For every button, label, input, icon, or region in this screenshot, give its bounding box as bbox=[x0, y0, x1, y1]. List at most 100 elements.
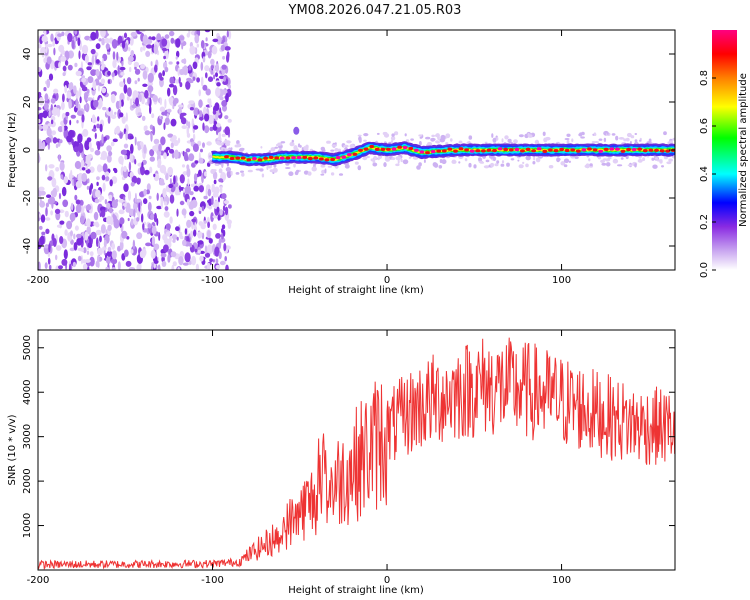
noise-blob bbox=[110, 93, 116, 104]
noise-blob bbox=[108, 194, 113, 200]
noise-blob bbox=[221, 228, 224, 234]
noise-blob bbox=[107, 51, 111, 55]
spectral-peak bbox=[536, 147, 542, 151]
noise-blob bbox=[210, 212, 214, 223]
spectral-peak bbox=[458, 147, 464, 151]
halo-speck bbox=[330, 172, 335, 176]
noise-blob bbox=[224, 256, 227, 262]
noise-blob bbox=[211, 195, 214, 205]
halo-speck bbox=[626, 132, 632, 138]
noise-blob bbox=[97, 141, 101, 151]
halo-speck bbox=[578, 133, 581, 137]
noise-blob bbox=[167, 133, 174, 138]
noise-blob bbox=[100, 224, 106, 234]
halo-speck bbox=[605, 162, 611, 167]
halo-speck bbox=[556, 158, 561, 161]
spectral-peak bbox=[542, 149, 548, 153]
spectral-peak bbox=[469, 149, 475, 153]
noise-blob bbox=[214, 102, 220, 111]
noise-blob bbox=[74, 225, 79, 231]
noise-blob bbox=[59, 139, 63, 144]
noise-blob bbox=[61, 186, 67, 197]
spectral-peak bbox=[581, 148, 587, 152]
noise-blob bbox=[38, 125, 43, 130]
noise-blob bbox=[62, 93, 65, 103]
noise-blob bbox=[206, 141, 212, 146]
noise-blob bbox=[139, 94, 142, 103]
noise-blob bbox=[150, 61, 153, 67]
noise-blob bbox=[64, 60, 69, 66]
spectral-peak bbox=[363, 147, 369, 151]
noise-blob bbox=[58, 265, 63, 270]
noise-blob bbox=[213, 187, 219, 197]
halo-speck bbox=[496, 136, 499, 141]
halo-speck bbox=[451, 159, 457, 164]
halo-speck bbox=[634, 139, 638, 143]
noise-blob bbox=[55, 245, 62, 251]
noise-blob bbox=[145, 242, 152, 247]
noise-blob bbox=[127, 55, 134, 62]
noise-blob bbox=[179, 231, 183, 239]
noise-blob bbox=[181, 125, 188, 129]
noise-blob bbox=[38, 112, 45, 118]
halo-speck bbox=[261, 173, 265, 178]
halo-speck bbox=[518, 164, 524, 169]
spectral-peak bbox=[391, 147, 397, 151]
spectrogram-ylabel: Frequency (Hz) bbox=[7, 112, 18, 188]
halo-speck bbox=[307, 171, 312, 176]
halo-speck bbox=[273, 163, 277, 168]
noise-blob bbox=[147, 72, 154, 83]
y-tick-label: 40 bbox=[22, 48, 33, 61]
noise-blob bbox=[84, 54, 89, 64]
noise-blob bbox=[95, 68, 100, 77]
noise-blob bbox=[86, 137, 92, 143]
halo-speck bbox=[566, 133, 571, 137]
noise-blob bbox=[218, 75, 225, 80]
noise-blob bbox=[57, 33, 63, 37]
noise-blob bbox=[215, 63, 220, 73]
noise-blob bbox=[51, 177, 57, 188]
noise-blob bbox=[86, 88, 90, 94]
noise-blob bbox=[75, 180, 82, 189]
noise-blob bbox=[170, 251, 177, 258]
noise-blob bbox=[46, 43, 53, 48]
noise-blob bbox=[122, 205, 125, 210]
halo-speck bbox=[394, 131, 399, 136]
spectral-peak bbox=[570, 148, 576, 152]
noise-blob bbox=[137, 77, 140, 82]
noise-blob bbox=[173, 175, 176, 185]
noise-blob bbox=[204, 125, 210, 134]
noise-blob bbox=[92, 99, 99, 108]
noise-blob bbox=[196, 43, 199, 48]
noise-blob bbox=[208, 205, 213, 210]
noise-blob bbox=[111, 250, 117, 260]
halo-speck bbox=[357, 134, 362, 137]
noise-blob bbox=[43, 87, 47, 92]
halo-speck bbox=[390, 136, 396, 141]
spectral-peak bbox=[402, 145, 408, 150]
noise-blob bbox=[197, 249, 201, 254]
noise-blob bbox=[200, 76, 204, 87]
noise-blob bbox=[139, 191, 144, 198]
noise-blob bbox=[106, 202, 111, 209]
spectral-peak bbox=[352, 152, 358, 156]
noise-blob bbox=[40, 235, 45, 246]
noise-blob bbox=[46, 56, 52, 65]
noise-blob bbox=[226, 30, 229, 38]
noise-blob bbox=[204, 252, 211, 258]
x-tick-label: 0 bbox=[384, 275, 390, 286]
noise-blob bbox=[129, 135, 134, 140]
noise-blob bbox=[212, 110, 217, 115]
noise-blob bbox=[38, 97, 44, 106]
spectral-peak bbox=[514, 147, 520, 152]
noise-blob bbox=[200, 148, 203, 153]
noise-blob bbox=[163, 170, 167, 176]
noise-blob bbox=[157, 158, 162, 167]
noise-blob bbox=[203, 220, 208, 224]
noise-blob bbox=[208, 198, 213, 206]
halo-speck bbox=[637, 159, 643, 163]
spectral-peak bbox=[615, 147, 620, 151]
noise-blob bbox=[140, 166, 143, 173]
halo-speck bbox=[560, 161, 566, 166]
noise-blob bbox=[191, 218, 197, 223]
